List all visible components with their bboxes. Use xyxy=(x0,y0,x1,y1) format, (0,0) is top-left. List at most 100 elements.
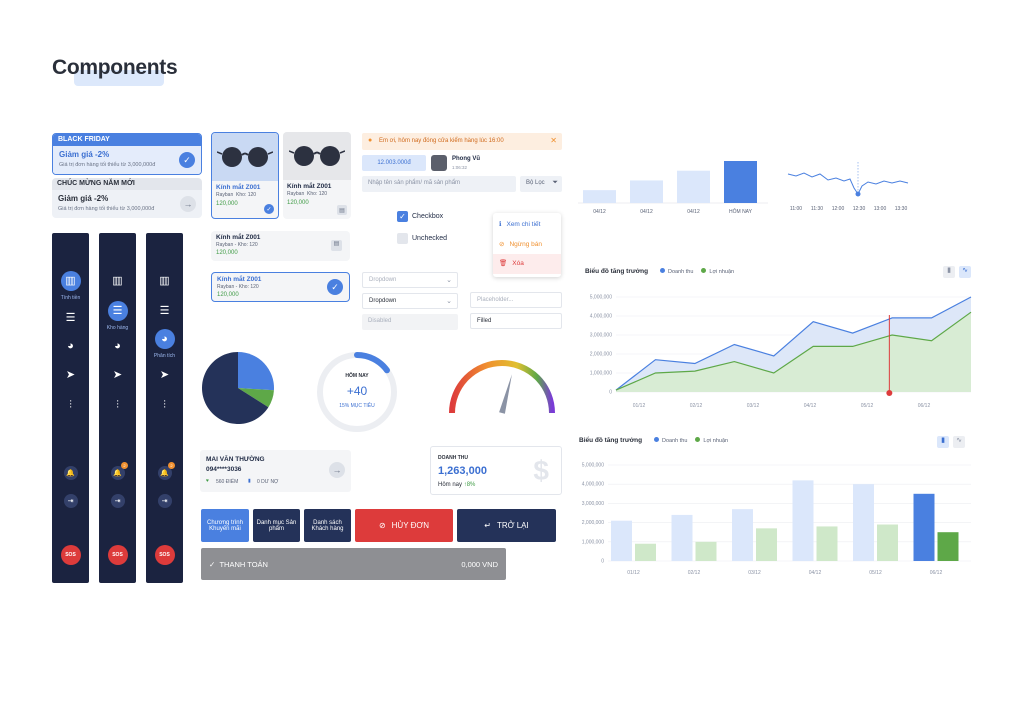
promo-button[interactable]: Chương trình Khuyến mãi xyxy=(201,509,249,542)
bar-revenue xyxy=(611,520,632,561)
bar-revenue xyxy=(913,493,935,561)
sliders-icon[interactable]: ⫶ xyxy=(69,399,72,411)
sliders-icon[interactable]: ⫶ xyxy=(163,399,166,411)
pie-chart-icon[interactable]: ◕ xyxy=(161,333,168,345)
cancel-order-button[interactable]: ⊘ HỦY ĐƠN xyxy=(355,509,453,542)
database-icon[interactable]: ☰ xyxy=(159,305,170,317)
placeholder-field[interactable]: Placeholder... xyxy=(470,292,562,308)
promo-title: Giảm giá -2% xyxy=(58,194,109,203)
dollar-icon: $ xyxy=(533,455,549,486)
product-row-card[interactable]: Kính mắt Z001 Rayban - Kho: 120 120,000 … xyxy=(211,231,350,261)
product-name: Kính mắt Z001 xyxy=(217,276,262,283)
promo-card-new-year[interactable]: CHÚC MỪNG NĂM MỚI Giảm giá -2% Giá trị đ… xyxy=(52,178,202,218)
legend-dot xyxy=(701,268,707,273)
categories-button[interactable]: Danh mục Sản phẩm xyxy=(253,509,300,542)
ban-icon: ⊘ xyxy=(378,521,386,530)
send-icon[interactable]: ➤ xyxy=(112,369,123,381)
pie-chart-icon[interactable]: ◕ xyxy=(67,340,74,352)
sidebar-active-bg xyxy=(154,329,175,349)
send-icon[interactable]: ➤ xyxy=(65,369,76,381)
sidebar-label: Tính tiền xyxy=(60,295,81,301)
checkbox-checked[interactable]: ✓ xyxy=(397,211,408,222)
product-card[interactable]: Kính mắt Z001 Rayban Kho: 120 120,000 ▤ xyxy=(283,132,351,219)
filter-button[interactable]: Bộ Lọc ⏷ xyxy=(520,176,562,192)
sidebar-tinh-tien: ▥ Tính tiền ☰ ◕ ➤ ⫶ 🔔 ⇥ SOS xyxy=(52,233,89,583)
barcode-icon[interactable]: ▥ xyxy=(159,275,170,287)
pie-slice xyxy=(202,352,269,424)
x-tick-label: 01/12 xyxy=(633,403,646,409)
arrow-right-icon: → xyxy=(329,462,345,478)
pie-chart-icon[interactable]: ◕ xyxy=(114,340,121,352)
customer-card[interactable]: MAI VĂN THƯỜNG 094****3036 ♥ 560 ĐIỂM ▮ … xyxy=(200,450,351,492)
bar-chart-toggle-icon[interactable]: ▮ xyxy=(937,436,949,448)
arrow-up-icon: ↑ xyxy=(463,482,467,488)
menu-item-delete[interactable]: 🗑 Xóa xyxy=(499,259,524,268)
legend-dot xyxy=(695,437,701,442)
x-tick-label: 02/12 xyxy=(690,403,703,409)
barcode-icon[interactable]: ▥ xyxy=(65,275,76,287)
menu-item-view[interactable]: ℹ Xem chi tiết xyxy=(499,220,541,229)
checkbox-unchecked[interactable] xyxy=(397,233,408,244)
send-icon[interactable]: ➤ xyxy=(159,369,170,381)
bell-icon[interactable]: 🔔 xyxy=(63,466,78,480)
pay-amount: 0,000 VND xyxy=(461,559,498,569)
mini-line-label: 11:30 xyxy=(811,206,823,212)
database-icon[interactable]: ☰ xyxy=(65,312,76,324)
pay-button[interactable]: ✓ THANH TOÁN 0,000 VND xyxy=(201,548,506,580)
promo-card-black-friday[interactable]: BLACK FRIDAY Giảm giá -2% Giá trị đơn hà… xyxy=(52,133,202,175)
sos-button[interactable]: SOS xyxy=(154,545,175,565)
database-icon[interactable]: ☰ xyxy=(112,305,123,317)
dropdown-label: Dropdown xyxy=(369,298,397,304)
y-tick-label: 0 xyxy=(601,559,604,565)
y-tick-label: 1,000,000 xyxy=(590,371,612,377)
menu-item-label: Ngừng bán xyxy=(509,240,542,248)
dropdown-empty[interactable]: Dropdown ⌄ xyxy=(362,272,458,288)
sos-button[interactable]: SOS xyxy=(60,545,81,565)
chart-legend: Doanh thu Lợi nhuận xyxy=(660,268,734,275)
dropdown[interactable]: Dropdown ⌄ xyxy=(362,293,458,309)
y-tick-label: 4,000,000 xyxy=(590,314,612,320)
cancel-label: HỦY ĐƠN xyxy=(391,521,430,530)
pay-label: THANH TOÁN xyxy=(219,559,268,569)
menu-item-stop[interactable]: ⊘ Ngừng bán xyxy=(499,240,542,249)
product-row-card-selected[interactable]: Kính mắt Z001 Rayban - Kho: 120 120,000 … xyxy=(211,272,350,302)
customer-debt: 0 DƯ NỢ xyxy=(257,479,279,485)
customer-name: MAI VĂN THƯỜNG xyxy=(206,456,265,463)
line-chart-toggle-icon[interactable]: ∿ xyxy=(953,436,965,448)
chart-title: Biểu đồ tăng trưởng xyxy=(579,437,643,444)
line-chart-toggle-icon[interactable]: ∿ xyxy=(959,266,971,278)
menu-item-label: Xem chi tiết xyxy=(506,220,541,228)
y-tick-label: 3,000,000 xyxy=(590,333,612,339)
search-input[interactable]: Nhập tên sản phẩm/ mã sản phẩm xyxy=(362,176,516,192)
funnel-icon: ⏷ xyxy=(552,179,558,186)
product-meta: Rayban - Kho: 120 xyxy=(216,242,258,248)
customers-button[interactable]: Danh sách Khách hàng xyxy=(304,509,351,542)
area-line-revenue xyxy=(615,296,972,391)
sliders-icon[interactable]: ⫶ xyxy=(116,399,119,411)
title-highlight xyxy=(74,70,164,86)
mini-bar-label: 04/12 xyxy=(687,209,700,215)
logout-icon[interactable]: ⇥ xyxy=(157,494,172,508)
sos-button[interactable]: SOS xyxy=(107,545,128,565)
back-button[interactable]: ↵ TRỞ LẠI xyxy=(457,509,556,542)
gauge-arc xyxy=(449,360,555,414)
check-icon: ✓ xyxy=(209,559,216,569)
mini-bar xyxy=(630,180,663,203)
logout-icon[interactable]: ⇥ xyxy=(110,494,125,508)
bell-icon[interactable]: 🔔 xyxy=(110,466,125,480)
mini-line-label: 12:30 xyxy=(853,206,866,212)
promo-subtitle: Giá trị đơn hàng tối thiểu từ 3,000,000đ xyxy=(59,162,156,168)
product-card-selected[interactable]: Kính mắt Z001 Rayban Kho: 120 120,000 ✓ xyxy=(211,132,279,219)
filled-field[interactable]: Filled xyxy=(470,313,562,329)
bar-revenue xyxy=(853,484,874,561)
bell-icon[interactable]: 🔔 xyxy=(157,466,172,480)
barcode-icon[interactable]: ▥ xyxy=(112,275,123,287)
product-stock: Kho: 120 xyxy=(237,242,258,248)
bar-chart-toggle-icon[interactable]: ▮ xyxy=(943,266,955,278)
bar-profit xyxy=(877,524,898,561)
logout-icon[interactable]: ⇥ xyxy=(63,494,78,508)
pie-slice xyxy=(238,352,274,391)
user-name: Phong Vũ xyxy=(452,156,480,162)
mini-line-label: 13:00 xyxy=(874,206,887,212)
close-icon[interactable]: ✕ xyxy=(550,136,557,145)
